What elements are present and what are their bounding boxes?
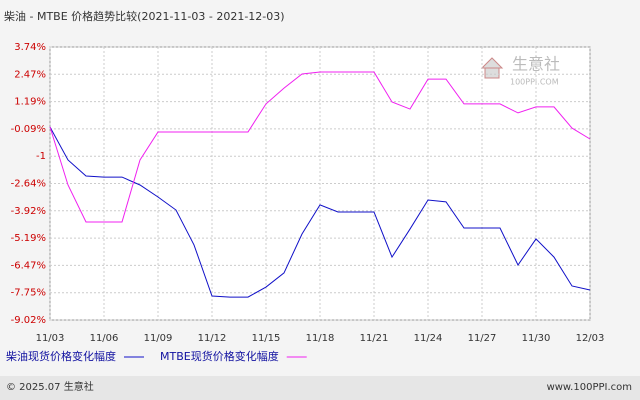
y-tick-label: -3.92% (11, 206, 46, 217)
y-tick-label: -2.64% (11, 179, 46, 190)
y-tick-label: -5.19% (11, 233, 46, 244)
y-tick-label: 1.19% (14, 97, 46, 108)
watermark-logo (480, 57, 504, 79)
x-tick-label: 11/12 (198, 333, 227, 344)
chart-title: 柴油 - MTBE 价格趋势比较(2021-11-03 - 2021-12-03… (4, 9, 285, 23)
legend-label: MTBE现货价格变化幅度 (160, 349, 279, 363)
x-tick-label: 11/24 (414, 333, 443, 344)
x-tick-label: 11/09 (144, 333, 173, 344)
y-tick-label: -1 (36, 151, 46, 162)
footer-site: www.100PPI.com (547, 382, 632, 393)
y-tick-label: 2.47% (14, 69, 46, 80)
series-line (49, 126, 591, 298)
footer-bar (0, 376, 640, 400)
x-tick-label: 11/30 (522, 333, 551, 344)
series-line (49, 71, 591, 223)
x-tick-label: 11/03 (36, 333, 65, 344)
x-tick-label: 11/15 (252, 333, 281, 344)
y-tick-label: -0.09% (11, 124, 46, 135)
watermark-site: 100PPI.COM (510, 78, 559, 87)
footer-copyright: © 2025.07 生意社 (6, 380, 94, 393)
x-tick-label: 11/21 (360, 333, 389, 344)
x-tick-label: 11/18 (306, 333, 335, 344)
x-tick-label: 12/03 (576, 333, 605, 344)
y-tick-label: -7.75% (11, 288, 46, 299)
x-tick-label: 11/06 (90, 333, 119, 344)
y-tick-label: 3.74% (14, 42, 46, 53)
legend-label: 柴油现货价格变化幅度 (6, 349, 116, 363)
y-tick-label: -9.02% (11, 315, 46, 326)
y-tick-label: -6.47% (11, 260, 46, 271)
x-tick-label: 11/27 (468, 333, 497, 344)
